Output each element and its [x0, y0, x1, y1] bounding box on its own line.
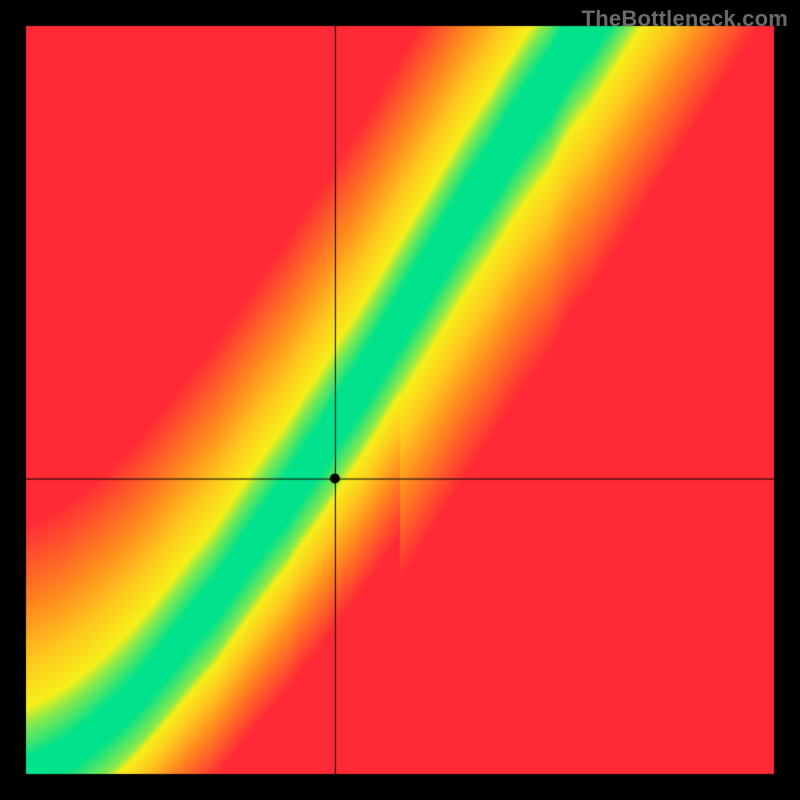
chart-container: TheBottleneck.com [0, 0, 800, 800]
attribution-label: TheBottleneck.com [582, 6, 788, 32]
bottleneck-heatmap [0, 0, 800, 800]
